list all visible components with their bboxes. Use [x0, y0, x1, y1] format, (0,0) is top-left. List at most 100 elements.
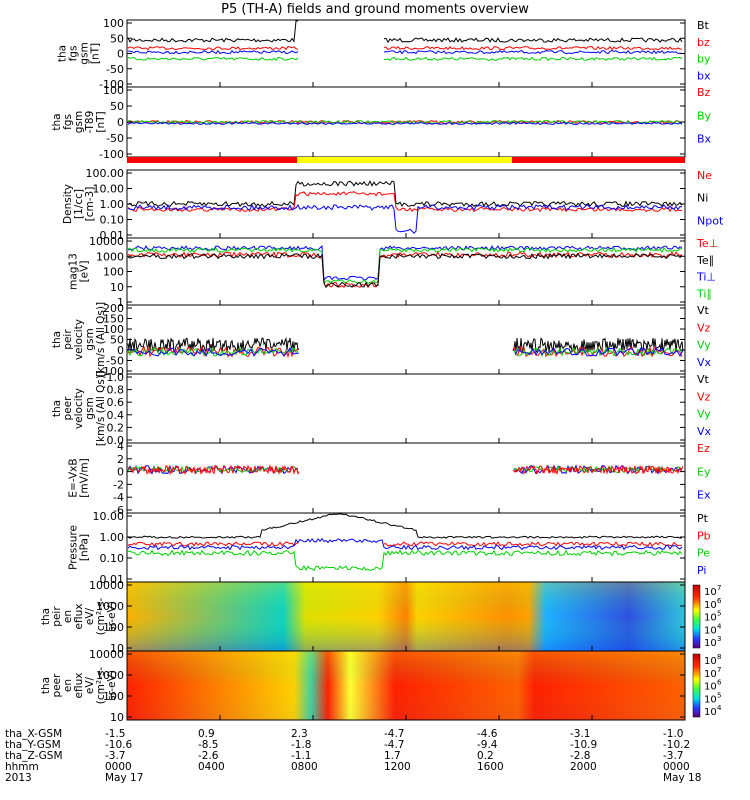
legend-0: Ez — [697, 442, 710, 455]
x-axis-value: -4.6 — [477, 728, 498, 740]
colorbar-tick-exponent: 6 — [717, 679, 722, 687]
colorbar — [692, 653, 701, 718]
series-Bt — [383, 37, 683, 44]
spectrogram-overlay — [127, 582, 685, 651]
series-Pb — [127, 541, 299, 547]
x-axis-value: -3.1 — [570, 728, 591, 740]
colorbar-tick-exponent: 7 — [717, 666, 721, 674]
colorbar-tick-exponent: 6 — [717, 597, 722, 605]
x-axis-value: May 18 — [663, 772, 701, 784]
y-tick-label: 0 — [117, 344, 124, 357]
y-tick-label: 0.4 — [107, 409, 125, 422]
series-Ez — [512, 464, 684, 476]
x-axis-value: -4.7 — [384, 728, 405, 740]
y-axis-label: fgs — [62, 114, 74, 130]
y-axis-label: eV/ — [84, 607, 96, 625]
y-axis-label: eV/ — [84, 676, 96, 694]
y-tick-label: -50 — [106, 63, 124, 76]
legend-0: Bt — [697, 19, 710, 32]
y-tick-label: 10 — [110, 281, 124, 294]
x-axis-value: 2000 — [570, 761, 597, 773]
y-axis-label: [1/cc] — [73, 189, 85, 219]
y-axis-label: sr-eV) — [106, 601, 118, 632]
colorbar-tick-exponent: 5 — [717, 610, 721, 618]
y-tick-label: 0.10 — [100, 552, 125, 565]
series-Te-par — [127, 252, 683, 289]
legend-1: By — [697, 109, 712, 122]
panel-6-frame — [126, 304, 686, 375]
status-bar-segment — [127, 157, 298, 163]
x-axis-value: -8.5 — [198, 739, 219, 751]
series-Vy — [513, 346, 683, 358]
spectrogram-overlay — [127, 651, 685, 720]
colorbar-tick-exponent: 4 — [717, 622, 722, 630]
x-axis-value: 1.7 — [384, 750, 401, 762]
y-tick-label: 10 — [110, 711, 124, 724]
y-axis-label: gsm — [73, 111, 85, 133]
x-axis-value: 0800 — [291, 761, 318, 773]
colorbar-tick-label: 10 — [704, 625, 717, 636]
y-axis-label: Density — [62, 184, 74, 224]
legend-2: Vy — [697, 408, 711, 421]
plot-title: P5 (TH-A) fields and ground moments over… — [221, 2, 529, 17]
x-axis-value: -2.8 — [570, 750, 591, 762]
colorbar-tick-label: 10 — [704, 669, 717, 680]
x-axis-value: 2.3 — [291, 728, 308, 740]
y-axis-label: gsm — [84, 328, 96, 350]
y-tick-label: -6 — [113, 504, 124, 517]
legend-3: Vx — [697, 425, 712, 438]
y-tick-label: 0 — [117, 48, 124, 61]
legend-1: Pb — [697, 529, 711, 542]
legend-1: Ni — [697, 192, 708, 205]
x-axis-value: -10.2 — [663, 739, 690, 751]
y-axis-label: Pressure — [68, 525, 80, 570]
series-Pt — [127, 513, 683, 539]
y-axis-label: [nT] — [95, 111, 107, 132]
y-tick-label: 0.01 — [100, 229, 125, 242]
y-axis-label: eflux — [73, 673, 85, 699]
legend-2: Vy — [697, 339, 711, 352]
x-axis-value: -4.7 — [384, 739, 405, 751]
y-tick-label: 50 — [110, 32, 124, 45]
colorbar-tick-label: 10 — [704, 638, 717, 649]
y-tick-label: 4 — [117, 440, 124, 453]
y-tick-label: 10.00 — [93, 510, 125, 523]
x-axis-value: 0.9 — [198, 728, 215, 740]
y-axis-label: velocity — [73, 388, 85, 429]
panel-8-frame — [126, 442, 686, 514]
x-axis-value: -2.6 — [198, 750, 219, 762]
legend-0: Te⊥ — [696, 237, 718, 250]
colorbar-tick-exponent: 8 — [717, 653, 721, 661]
y-tick-label: 1 — [117, 296, 124, 309]
y-tick-label: 100 — [103, 17, 124, 30]
series-Bt — [127, 20, 298, 43]
y-axis-label: E=-VxB — [68, 458, 80, 497]
x-axis-value: 0400 — [198, 761, 225, 773]
colorbar-tick-label: 10 — [704, 600, 717, 611]
x-axis-value: -3.7 — [663, 750, 684, 762]
y-axis-label: fgs — [68, 46, 80, 62]
x-axis-value: -10.6 — [105, 739, 132, 751]
legend-0: Pt — [697, 512, 709, 525]
colorbar — [692, 584, 701, 649]
series-Ti-par — [127, 247, 683, 284]
y-axis-label: tha — [57, 45, 69, 62]
y-tick-label: 200 — [103, 302, 124, 315]
y-tick-label: 1.0 — [107, 371, 125, 384]
y-tick-label: 1000 — [96, 669, 124, 682]
series-Pb — [383, 541, 683, 547]
y-tick-label: 1.00 — [100, 531, 125, 544]
series-Pi — [127, 537, 683, 551]
series-Ex — [127, 464, 299, 475]
y-axis-label: [cm-3] — [84, 187, 96, 222]
series-Ni — [127, 180, 683, 208]
x-axis-value: -3.7 — [105, 750, 126, 762]
y-axis-label: velocity — [73, 319, 85, 360]
y-axis-label: tha — [40, 608, 52, 625]
legend-2: Ti⊥ — [696, 271, 716, 284]
y-axis-label: en — [62, 679, 74, 692]
series-Vx — [127, 346, 300, 358]
y-axis-label: tha — [51, 331, 63, 348]
